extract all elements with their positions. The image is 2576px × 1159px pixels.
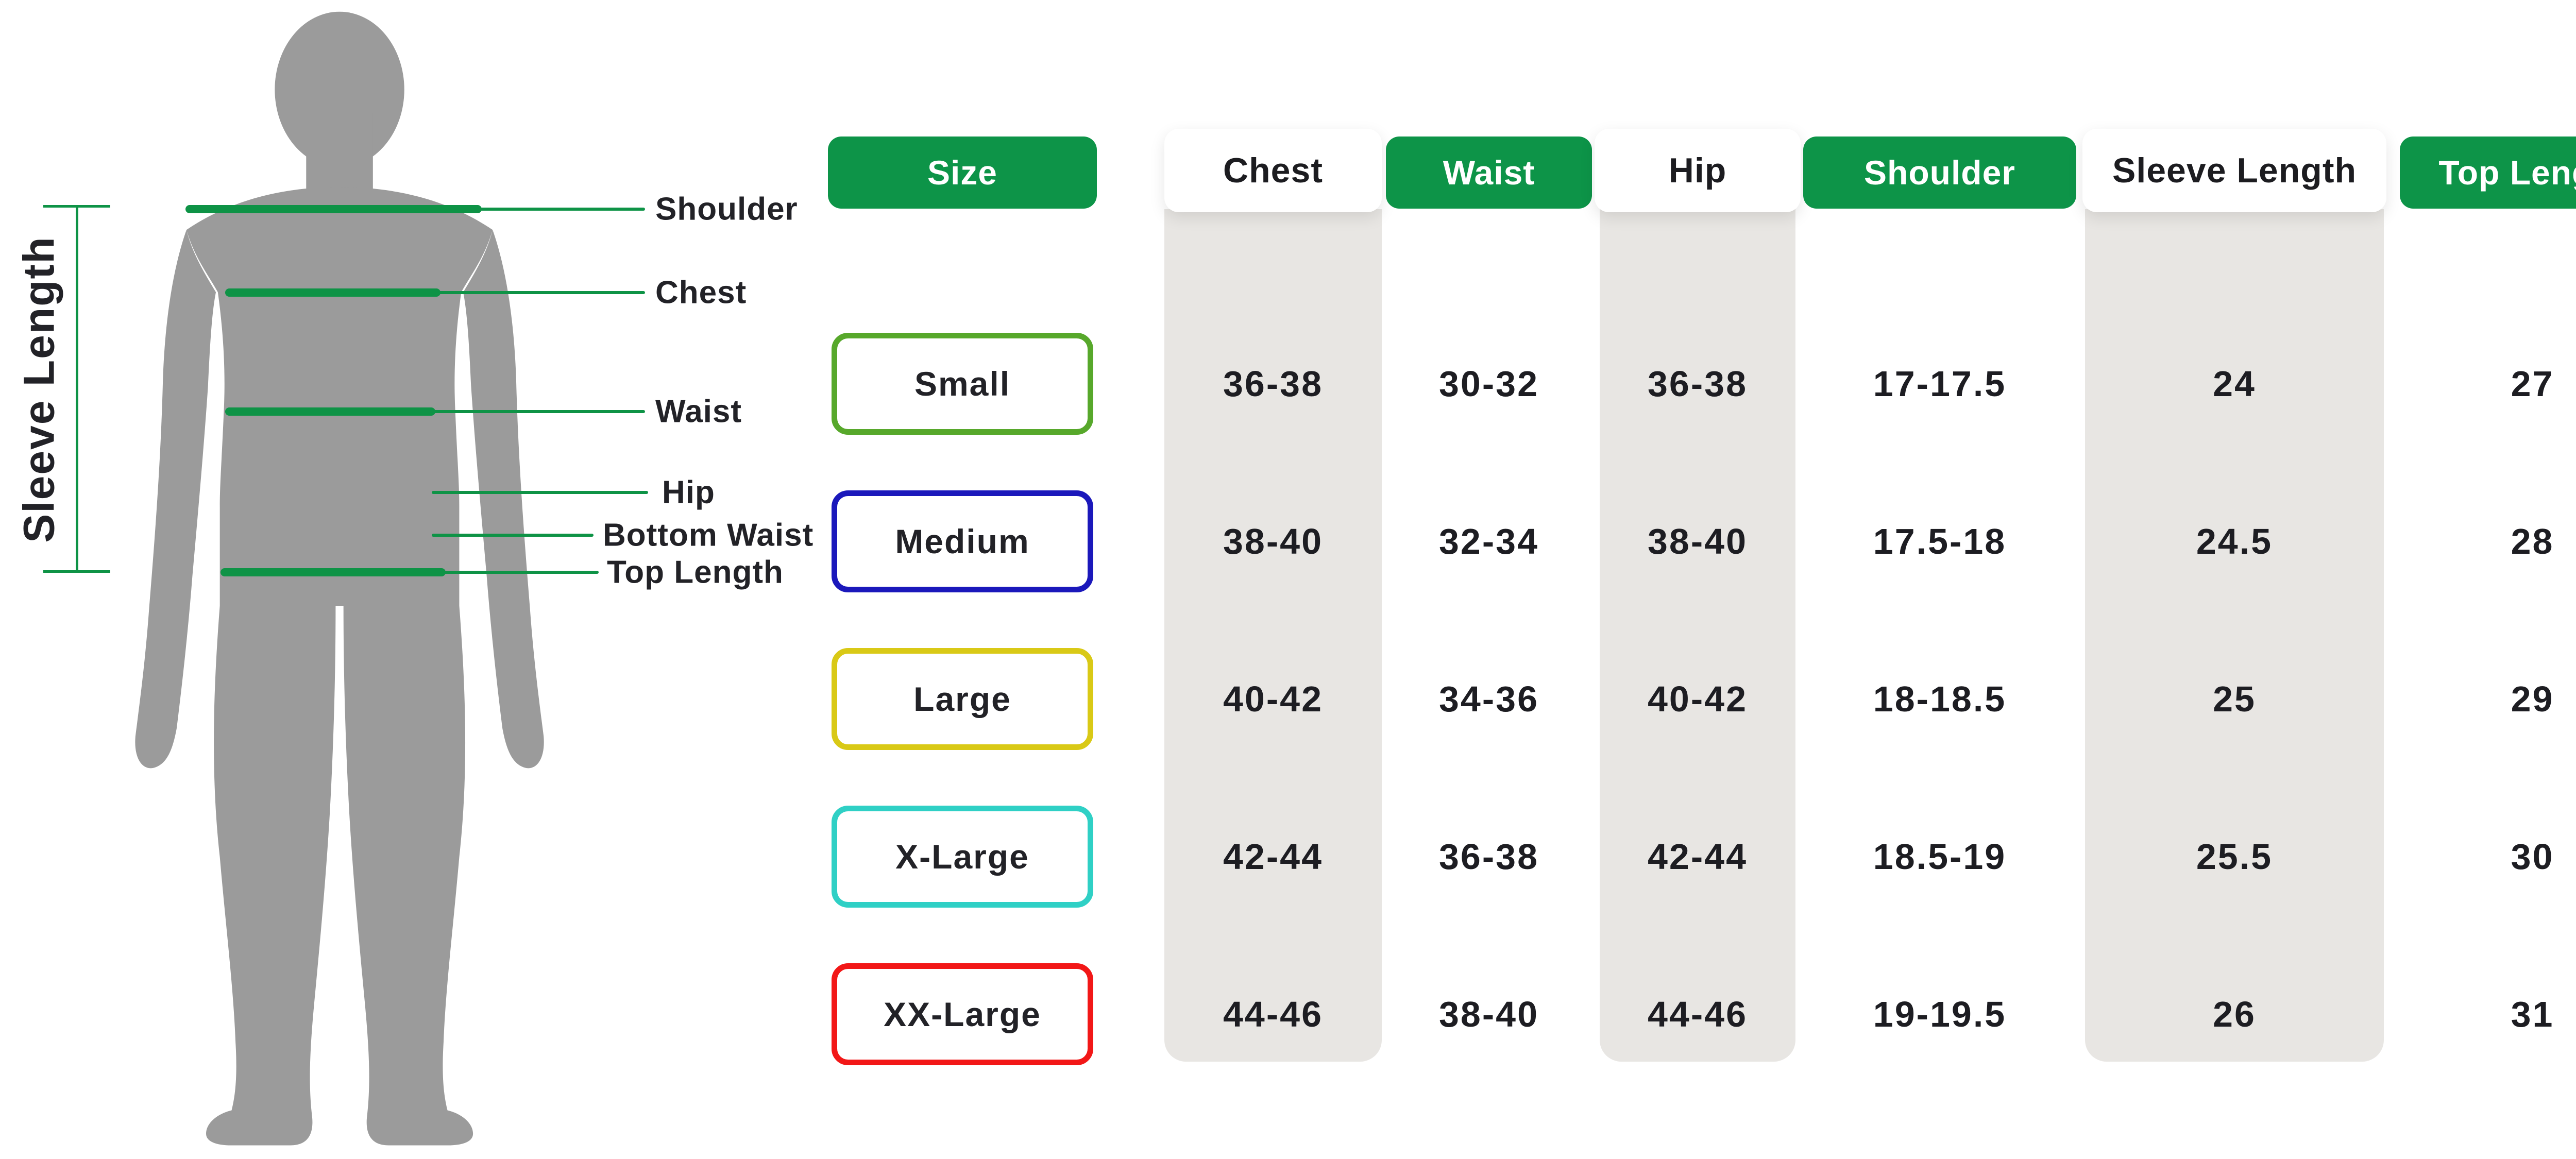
body-silhouette	[135, 11, 544, 1146]
waist-value-small: 30-32	[1438, 364, 1539, 404]
figure-torso	[186, 187, 493, 606]
size-button-x-large[interactable]: X-Large	[832, 806, 1093, 908]
chest-value-xx-large: 44-46	[1223, 994, 1324, 1034]
shoulder-column: Shoulder 17-17.5 17.5-18 18-18.5 18.5-19…	[1803, 0, 2076, 1159]
shoulder-measure-line	[185, 205, 482, 213]
size-button-xx-large[interactable]: XX-Large	[832, 963, 1093, 1065]
sleeve-length-value-large: 25	[2213, 679, 2256, 719]
bottom-waist-label: Bottom Waist	[603, 517, 814, 553]
waist-value-large: 34-36	[1438, 679, 1539, 719]
hip-column: Hip 36-38 38-40 40-42 42-44 44-46	[1595, 0, 1801, 1159]
top-length-column-header: Top Length	[2400, 137, 2576, 209]
chest-column-header: Chest	[1164, 129, 1382, 212]
top-length-value-xx-large: 31	[2511, 994, 2554, 1034]
shoulder-value-medium: 17.5-18	[1873, 521, 2007, 561]
hip-value-large: 40-42	[1647, 679, 1748, 719]
size-button-medium[interactable]: Medium	[832, 490, 1093, 592]
chest-value-large: 40-42	[1223, 679, 1324, 719]
figure-right-leg	[343, 606, 473, 1146]
waist-column: Waist 30-32 32-34 34-36 36-38 38-40	[1386, 0, 1592, 1159]
figure-neck	[306, 113, 373, 203]
top-length-value-medium: 28	[2511, 521, 2554, 561]
size-column-header: Size	[828, 137, 1097, 209]
figure-left-leg	[206, 606, 336, 1146]
sleeve-length-value-small: 24	[2213, 364, 2256, 404]
chest-value-small: 36-38	[1223, 364, 1324, 404]
sleeve-length-value-medium: 24.5	[2196, 521, 2273, 561]
chest-value-medium: 38-40	[1223, 521, 1324, 561]
top-length-column: Top Length 27 28 29 30 31	[2400, 0, 2576, 1159]
sleeve-length-column-header: Sleeve Length	[2082, 129, 2386, 212]
hip-label: Hip	[662, 474, 715, 510]
bottom-waist-pointer-line	[432, 534, 594, 537]
shoulder-value-xx-large: 19-19.5	[1873, 994, 2007, 1034]
waist-label: Waist	[655, 394, 742, 430]
chest-label: Chest	[655, 275, 747, 311]
figure-right-arm	[463, 230, 544, 769]
figure-left-arm	[135, 230, 216, 769]
waist-value-x-large: 36-38	[1438, 837, 1539, 877]
size-button-small[interactable]: Small	[832, 333, 1093, 435]
waist-value-xx-large: 38-40	[1438, 994, 1539, 1034]
hip-value-small: 36-38	[1647, 364, 1748, 404]
top-length-measure-line	[221, 568, 446, 576]
waist-column-header: Waist	[1386, 137, 1592, 209]
waist-measure-line	[225, 407, 435, 416]
hip-pointer-line	[432, 491, 648, 494]
chest-value-x-large: 42-44	[1223, 837, 1324, 877]
shoulder-column-header: Shoulder	[1803, 137, 2076, 209]
sleeve-length-column: Sleeve Length 24 24.5 25 25.5 26	[2082, 0, 2386, 1159]
top-length-value-small: 27	[2511, 364, 2554, 404]
shoulder-value-x-large: 18.5-19	[1873, 837, 2007, 877]
hip-value-medium: 38-40	[1647, 521, 1748, 561]
shoulder-pointer-line	[479, 208, 645, 211]
top-length-pointer-line	[443, 571, 599, 574]
chest-column: Chest 36-38 38-40 40-42 42-44 44-46	[1164, 0, 1382, 1159]
hip-value-x-large: 42-44	[1647, 837, 1748, 877]
chest-column-band	[1164, 209, 1382, 1062]
chest-measure-line	[225, 288, 440, 297]
top-length-value-x-large: 30	[2511, 837, 2554, 877]
size-column: Size Small Medium Large X-Large XX-Large	[828, 0, 1097, 1159]
size-button-large[interactable]: Large	[832, 648, 1093, 750]
shoulder-label: Shoulder	[655, 191, 798, 227]
shoulder-value-large: 18-18.5	[1873, 679, 2007, 719]
sleeve-length-label: Sleeve Length	[14, 236, 63, 543]
sleeve-length-column-band	[2085, 209, 2384, 1062]
chest-pointer-line	[438, 291, 645, 294]
top-length-value-large: 29	[2511, 679, 2554, 719]
waist-value-medium: 32-34	[1438, 521, 1539, 561]
sleeve-length-bracket-top-cap	[43, 205, 110, 208]
hip-value-xx-large: 44-46	[1647, 994, 1748, 1034]
sleeve-length-bracket-bottom-cap	[43, 570, 110, 573]
shoulder-value-small: 17-17.5	[1873, 364, 2007, 404]
waist-pointer-line	[433, 410, 645, 413]
hip-column-band	[1600, 209, 1795, 1062]
sleeve-length-bracket-line	[76, 206, 78, 573]
hip-column-header: Hip	[1595, 129, 1801, 212]
sleeve-length-value-x-large: 25.5	[2196, 837, 2273, 877]
top-length-label: Top Length	[607, 554, 784, 590]
sleeve-length-value-xx-large: 26	[2213, 994, 2256, 1034]
